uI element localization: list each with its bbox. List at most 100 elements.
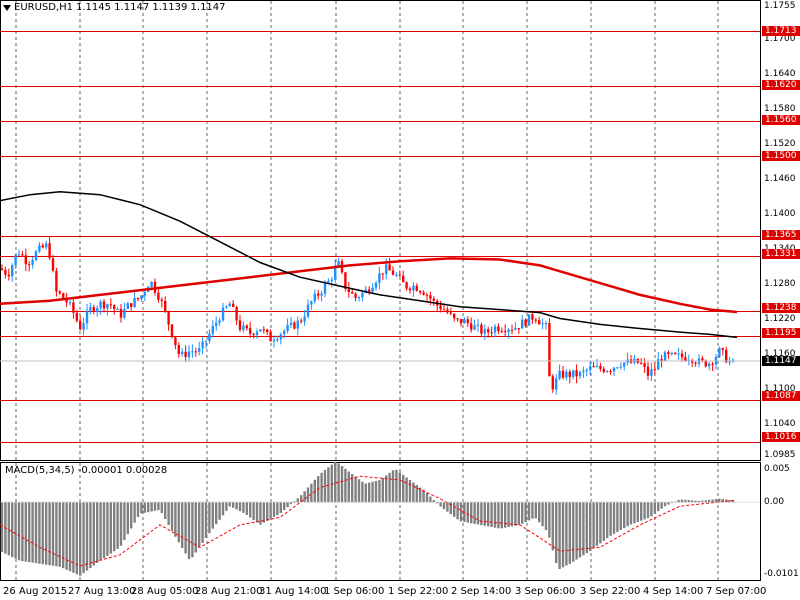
- candle-body: [446, 309, 449, 313]
- macd-bar: [211, 502, 214, 529]
- candle-body: [82, 323, 85, 330]
- macd-bar: [24, 502, 27, 562]
- macd-bar: [561, 502, 565, 568]
- macd-bar: [493, 502, 497, 528]
- macd-bar: [259, 502, 262, 525]
- macd-bar: [612, 502, 616, 534]
- macd-bar: [568, 502, 571, 564]
- candle-body: [259, 329, 262, 332]
- macd-bar: [521, 502, 524, 524]
- macd-bar: [235, 502, 238, 510]
- macd-bar: [714, 499, 718, 503]
- macd-bar: [470, 502, 473, 524]
- macd-bar: [215, 502, 218, 525]
- candle-body: [534, 319, 537, 321]
- candle-body: [7, 274, 10, 277]
- candle-body: [167, 311, 170, 325]
- level-label: 1.1500: [762, 151, 800, 161]
- level-label: 1.1195: [762, 328, 800, 338]
- time-label: 3 Sep 06:00: [515, 586, 576, 597]
- macd-bar: [697, 500, 701, 503]
- macd-bar: [510, 502, 514, 527]
- macd-bar: [402, 474, 405, 503]
- macd-bar: [653, 502, 656, 514]
- candle-body: [184, 351, 187, 358]
- macd-bar: [595, 502, 599, 546]
- candle-body: [157, 292, 160, 300]
- candle-body: [691, 360, 694, 363]
- candle-body: [483, 329, 486, 334]
- candle-body: [357, 297, 361, 299]
- macd-bar: [636, 502, 639, 522]
- candle-body: [276, 339, 279, 341]
- macd-bar: [303, 491, 306, 503]
- macd-bar: [381, 477, 384, 503]
- macd-bar: [667, 502, 670, 505]
- candle-body: [504, 331, 507, 333]
- candle-body: [595, 365, 599, 367]
- price-panel: [0, 0, 761, 461]
- macd-bar: [133, 502, 136, 523]
- macd-bar: [266, 502, 269, 521]
- candle-body: [317, 293, 320, 296]
- candle-body: [425, 294, 429, 296]
- macd-bar: [225, 502, 228, 511]
- dropdown-triangle-icon[interactable]: [3, 4, 11, 11]
- candle-body: [65, 297, 68, 303]
- candle-body: [62, 293, 65, 298]
- candle-body: [306, 304, 310, 317]
- macd-bar: [65, 502, 68, 570]
- macd-bar: [619, 502, 622, 531]
- macd-bar: [130, 502, 133, 529]
- candle-body: [674, 352, 677, 354]
- time-label: 26 Aug 2015: [3, 586, 68, 597]
- macd-bar: [663, 502, 667, 507]
- macd-bar: [660, 502, 663, 509]
- candle-body: [490, 332, 493, 334]
- macd-bar: [572, 502, 575, 562]
- macd-bar: [483, 502, 486, 526]
- macd-bar: [650, 502, 653, 517]
- candle-body: [337, 261, 340, 267]
- candle-body: [391, 270, 395, 275]
- price-tick: 1.1640: [764, 69, 796, 79]
- macd-bar: [459, 502, 463, 522]
- macd-bar: [368, 482, 371, 503]
- candle-body: [252, 333, 255, 336]
- price-tick: 1.1580: [764, 104, 796, 114]
- macd-bar: [514, 502, 517, 526]
- macd-bar: [143, 502, 146, 513]
- ohlc-values: 1.1145 1.1147 1.1139 1.1147: [76, 2, 226, 13]
- level-label: 1.1560: [762, 115, 800, 125]
- candle-body: [585, 369, 588, 371]
- macd-bar: [89, 502, 92, 568]
- macd-bar: [21, 502, 24, 562]
- candle-body: [283, 330, 286, 335]
- level-label: 1.1016: [762, 432, 800, 442]
- macd-bar: [592, 502, 595, 549]
- symbol-label: EURUSD,H1: [14, 2, 74, 13]
- price-tick: 1.1280: [764, 279, 796, 289]
- macd-bar: [551, 502, 554, 551]
- candle-body: [334, 266, 337, 280]
- candle-body: [215, 322, 218, 326]
- macd-bar: [7, 502, 10, 556]
- candle-body: [412, 285, 415, 291]
- macd-bar: [361, 481, 364, 503]
- macd-bar: [354, 476, 357, 503]
- candle-body: [728, 361, 731, 363]
- macd-bar: [412, 482, 415, 503]
- time-label: 1 Sep 22:00: [388, 586, 449, 597]
- candle-body: [572, 370, 575, 377]
- macd-bar: [276, 502, 279, 516]
- candle-body: [266, 329, 269, 333]
- macd-bar: [160, 502, 163, 514]
- candle-body: [34, 251, 38, 260]
- macd-bar: [599, 502, 602, 544]
- macd-bar: [694, 500, 697, 503]
- candle-body: [79, 320, 82, 330]
- macd-bar: [55, 502, 58, 567]
- candle-body: [211, 325, 214, 334]
- candle-body: [476, 324, 480, 326]
